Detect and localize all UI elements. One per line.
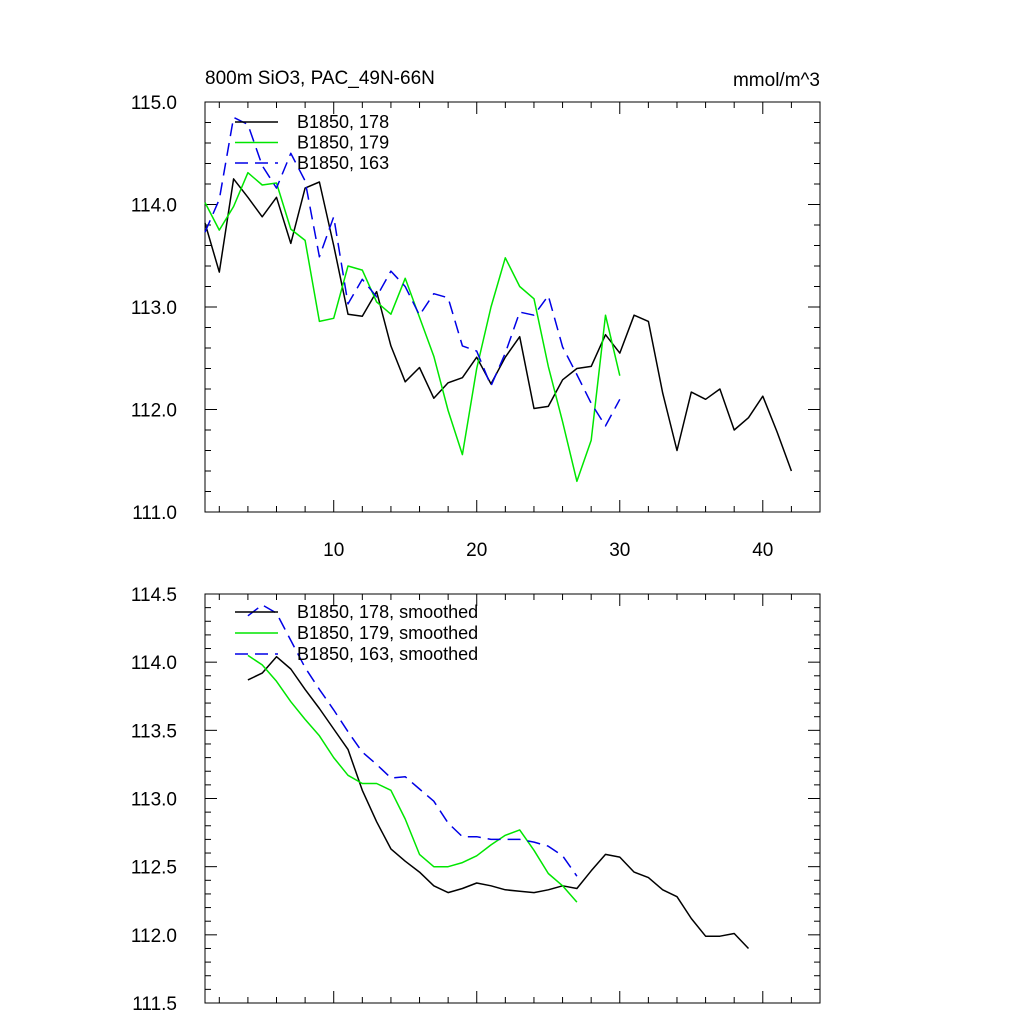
y-tick-label: 113.0 [131,298,177,319]
y-tick-label: 112.0 [131,401,177,422]
unit-label: mmol/m^3 [733,70,820,91]
y-tick-label: 113.0 [131,790,177,811]
legend-label: B1850, 178, smoothed [297,602,478,622]
series-line [247,655,750,950]
y-tick-label: 114.0 [131,653,177,674]
y-tick-label: 111.0 [132,503,177,524]
legend-label: B1850, 163, smoothed [297,644,478,664]
series-line [247,654,578,903]
y-tick-label: 113.5 [131,721,177,742]
legend-label: B1850, 178 [297,112,389,132]
y-tick-label: 114.0 [131,196,177,217]
x-tick-label: 20 [466,540,487,561]
x-tick-label: 10 [323,540,344,561]
series-line [204,171,621,483]
legend-label: B1850, 163 [297,153,389,173]
x-tick-label: 30 [609,540,630,561]
series-line [204,116,621,427]
y-tick-label: 111.5 [132,994,177,1015]
legend-label: B1850, 179, smoothed [297,623,478,643]
top-panel: 10 20 30 40 111.0 112.0 113.0 114.0 115.0 B1850, … [131,93,821,561]
chart-title: 800m SiO3, PAC_49N-66N [205,68,435,89]
y-tick-label: 114.5 [131,585,177,606]
y-tick-label: 112.5 [131,858,177,879]
y-tick-label: 112.0 [131,926,177,947]
y-tick-label: 115.0 [131,93,177,114]
x-tick-label: 40 [752,540,773,561]
series-line [204,178,793,472]
series-line [247,604,578,877]
bottom-panel: 111.5 112.0 112.5 113.0 113.5 114.0 114.5 B1850… [131,585,821,1015]
legend-label: B1850, 179 [297,133,389,153]
